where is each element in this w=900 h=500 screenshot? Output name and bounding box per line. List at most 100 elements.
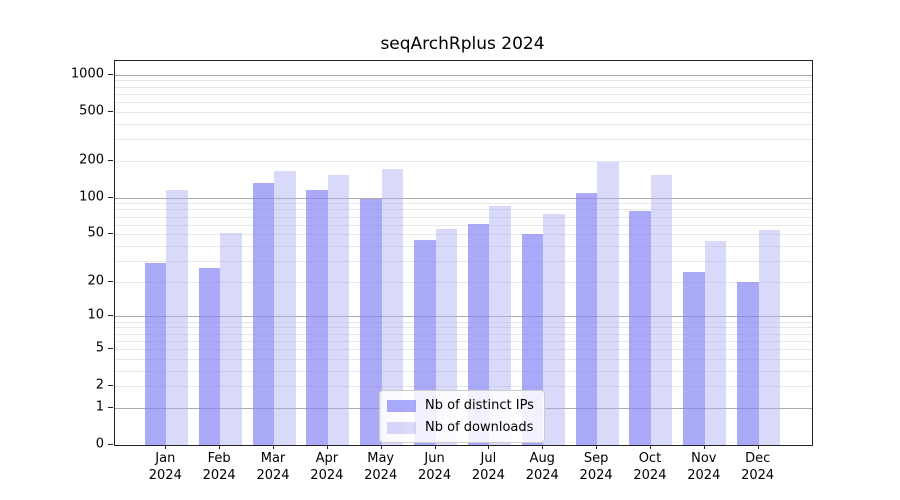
x-tick-year: 2024 (741, 468, 775, 483)
x-tick-year: 2024 (256, 468, 290, 483)
gridline-minor (115, 160, 812, 162)
x-tick-mark (703, 445, 705, 449)
x-tick-month: May (367, 451, 395, 466)
x-tick-label: Nov 2024 (669, 450, 739, 484)
y-tick-label: 200 (79, 152, 104, 168)
x-tick-month: Oct (638, 451, 662, 466)
x-tick-month: Jun (424, 451, 445, 466)
gridline-minor (115, 234, 812, 236)
legend-swatch-downloads-icon (387, 421, 416, 434)
gridline-minor (115, 123, 812, 125)
y-tick-mark (108, 347, 113, 349)
gridline-minor (115, 209, 812, 211)
y-tick-label: 2 (95, 377, 104, 393)
x-tick-month: Aug (529, 451, 555, 466)
y-tick-mark (108, 110, 113, 112)
x-tick-year: 2024 (310, 468, 344, 483)
bar-distinct-ips-dec (737, 281, 759, 445)
gridline-major (115, 316, 812, 318)
legend-label-downloads: Nb of downloads (425, 420, 534, 435)
x-tick-label: Jun 2024 (400, 450, 470, 484)
gridline-minor (115, 245, 812, 247)
x-tick-mark (273, 445, 274, 449)
x-tick-year: 2024 (418, 468, 452, 483)
bar-downloads-nov (704, 240, 727, 445)
gridline-minor (115, 370, 812, 372)
y-tick-label: 5 (95, 340, 104, 356)
gridline-major (115, 74, 812, 76)
bar-downloads-mar (274, 170, 296, 445)
gridline-minor (115, 111, 812, 113)
bar-downloads-feb (220, 233, 242, 445)
bar-downloads-sep (597, 162, 619, 445)
y-tick-label: 1000 (70, 66, 104, 82)
gridline-minor (115, 260, 812, 262)
x-tick-mark (380, 445, 382, 449)
bar-distinct-ips-apr (306, 190, 328, 445)
x-tick-mark (488, 445, 490, 449)
bar-downloads-oct (650, 175, 673, 445)
bar-distinct-ips-jul (467, 223, 490, 445)
y-tick-label: 20 (87, 273, 104, 289)
gridline-minor (115, 386, 812, 388)
x-tick-mark (326, 445, 328, 449)
gridline-minor (115, 327, 812, 329)
y-tick-label: 0 (95, 436, 104, 452)
x-tick-label: Jan 2024 (130, 450, 200, 484)
x-tick-year: 2024 (202, 468, 236, 483)
y-tick-label: 1 (95, 399, 104, 415)
bar-distinct-ips-jan (144, 262, 167, 445)
x-tick-mark (649, 445, 651, 449)
x-tick-mark (219, 445, 221, 449)
gridline-minor (115, 281, 812, 283)
bar-distinct-ips-oct (629, 210, 651, 445)
x-tick-label: Dec 2024 (723, 450, 793, 484)
y-tick-mark (108, 159, 113, 161)
x-tick-mark (757, 445, 759, 449)
x-tick-year: 2024 (364, 468, 398, 483)
y-tick-mark (108, 196, 113, 198)
bar-downloads-may (381, 169, 404, 445)
legend: Nb of distinct IPs Nb of downloads (379, 390, 545, 443)
x-tick-month: Nov (691, 451, 717, 466)
gridline-minor (115, 340, 812, 342)
y-tick-label: 10 (87, 307, 104, 323)
bar-distinct-ips-nov (683, 272, 705, 445)
gridline-minor (115, 358, 812, 360)
y-tick-mark (108, 315, 113, 317)
x-tick-month: Apr (315, 451, 339, 466)
x-tick-label: Aug 2024 (507, 450, 577, 484)
x-tick-mark (434, 445, 436, 449)
x-tick-month: Jan (155, 451, 176, 466)
gridline-minor (115, 348, 812, 350)
x-tick-mark (165, 445, 167, 449)
gridline-minor (115, 216, 812, 218)
y-tick-mark (108, 73, 113, 75)
legend-row-distinct-ips: Nb of distinct IPs (387, 397, 534, 414)
bar-distinct-ips-feb (198, 268, 221, 445)
gridline-minor (115, 139, 812, 141)
plot-area (114, 60, 813, 446)
x-tick-year: 2024 (633, 468, 667, 483)
gridline-minor (115, 203, 812, 205)
y-tick-mark (108, 444, 113, 445)
y-tick-mark (108, 280, 113, 282)
x-tick-label: Apr 2024 (292, 450, 362, 484)
legend-label-distinct-ips: Nb of distinct IPs (425, 398, 534, 413)
gridline-minor (115, 102, 812, 104)
bar-downloads-jan (166, 190, 188, 445)
y-tick-mark (108, 406, 113, 408)
legend-row-downloads: Nb of downloads (387, 419, 534, 436)
y-tick-label: 100 (79, 189, 104, 205)
x-tick-mark (596, 445, 598, 449)
x-tick-label: Sep 2024 (561, 450, 631, 484)
bar-downloads-jul (489, 206, 511, 445)
gridline-minor (115, 86, 812, 88)
gridline-major (115, 197, 812, 199)
y-tick-label: 500 (79, 103, 104, 119)
y-tick-mark (108, 385, 113, 387)
chart-title: seqArchRplus 2024 (380, 34, 545, 54)
y-tick-mark (108, 233, 113, 235)
bar-downloads-aug (543, 214, 565, 445)
